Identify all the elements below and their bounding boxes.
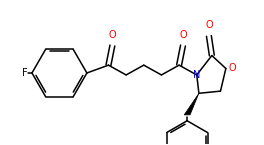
Text: O: O xyxy=(179,30,187,40)
Text: N: N xyxy=(193,70,200,80)
Text: F: F xyxy=(22,68,28,78)
Text: O: O xyxy=(205,20,213,30)
Polygon shape xyxy=(184,93,199,115)
Text: O: O xyxy=(109,30,116,40)
Text: O: O xyxy=(229,64,237,74)
